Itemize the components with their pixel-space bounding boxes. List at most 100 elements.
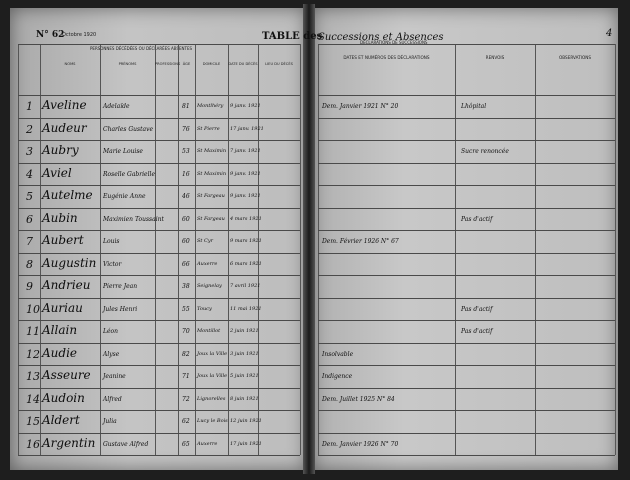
row-number: 4 — [26, 167, 33, 181]
row-number: 11 — [26, 325, 40, 338]
observation: Pas d'actif — [461, 305, 493, 313]
domicile: St Maximin — [197, 148, 227, 154]
declaration: Dem. Janvier 1926 N° 70 — [322, 440, 399, 448]
age: 76 — [182, 125, 190, 133]
row-rule — [318, 387, 615, 389]
domicile: St Fargeau — [197, 193, 225, 199]
register-number: N° 62 — [36, 30, 65, 40]
surname: Allain — [42, 323, 78, 337]
row-rule — [318, 455, 615, 456]
declaration: Indigence — [322, 373, 353, 380]
first-name: Alyse — [103, 350, 120, 358]
left-group-heading: PERSONNES DÉCÉDÉES OU DÉCLARÉES ABSENTES — [90, 46, 193, 51]
surname: Aubry — [42, 143, 79, 157]
age: 55 — [182, 305, 190, 313]
death-date: 3 juin 1921 — [230, 350, 259, 357]
column-heading: DATES ET NUMÉROS DES DÉCLARATIONS — [343, 55, 430, 60]
death-date: 9 mars 1921 — [230, 238, 262, 244]
row-rule — [318, 117, 615, 119]
row-rule — [318, 297, 615, 299]
row-number: 2 — [26, 122, 33, 136]
first-name: Gustave Alfred — [103, 440, 149, 448]
surname: Audoin — [42, 390, 85, 405]
observation: Pas d'actif — [461, 328, 493, 335]
observation: Pas d'actif — [461, 215, 493, 223]
spine — [303, 4, 315, 474]
age: 82 — [182, 350, 190, 358]
row-rule — [18, 275, 300, 276]
age: 46 — [182, 193, 190, 200]
column-heading: DOMICILE — [202, 62, 221, 66]
age: 66 — [182, 260, 190, 268]
death-date: 7 janv. 1921 — [230, 148, 261, 154]
domicile: St Cyr — [197, 238, 214, 244]
row-rule — [18, 387, 300, 389]
first-name: Léon — [103, 328, 119, 335]
column-rule — [40, 44, 41, 455]
death-date: 2 juin 1921 — [230, 328, 259, 334]
row-rule — [318, 230, 615, 231]
row-rule — [18, 117, 300, 119]
age: 72 — [182, 395, 190, 403]
surname: Asseure — [42, 368, 91, 382]
observation: Sucre renoncée — [461, 148, 509, 155]
first-name: Roselle Gabrielle — [103, 170, 155, 178]
surname: Aviel — [42, 165, 72, 180]
column-heading: DATE DU DÉCÈS — [228, 62, 258, 66]
death-date: 8 juin 1921 — [230, 395, 259, 402]
row-rule — [318, 185, 615, 186]
row-rule — [18, 365, 300, 366]
first-name: Adelaïde — [103, 103, 130, 110]
row-rule — [18, 342, 300, 344]
row-rule — [18, 95, 300, 96]
row-rule — [18, 252, 300, 254]
domicile: Joux la Ville — [197, 350, 228, 357]
row-rule — [18, 320, 300, 321]
column-rule — [615, 44, 616, 455]
column-rule — [455, 44, 456, 455]
surname: Aubert — [42, 233, 84, 247]
death-date: 6 mars 1921 — [230, 260, 262, 267]
declaration: Insolvable — [322, 350, 354, 358]
row-number: 7 — [26, 235, 33, 248]
table-title: TABLE des — [262, 31, 323, 42]
column-rule — [100, 44, 101, 455]
first-name: Jules Henri — [103, 305, 138, 313]
column-rule — [258, 44, 259, 455]
row-number: 10 — [26, 302, 40, 316]
row-rule — [18, 432, 300, 434]
row-rule — [18, 140, 300, 141]
table-subtitle: Successions et Absences — [318, 32, 444, 43]
row-number: 9 — [26, 280, 33, 293]
row-rule — [318, 95, 615, 96]
first-name: Victor — [103, 260, 122, 268]
death-date: 5 juin 1921 — [230, 373, 259, 379]
death-date: 17 juin 1921 — [230, 440, 262, 447]
first-name: Alfred — [103, 395, 122, 403]
column-rule — [155, 44, 156, 455]
row-number: 5 — [26, 190, 33, 203]
age: 60 — [182, 215, 190, 223]
domicile: Montlhéry — [197, 103, 224, 109]
declaration: Dem. Février 1926 N° 67 — [322, 238, 399, 245]
death-date: 11 mai 1921 — [230, 305, 262, 312]
domicile: St Maximin — [197, 170, 227, 177]
surname: Aubin — [42, 210, 78, 225]
age: 60 — [182, 238, 190, 245]
right-page — [312, 8, 618, 470]
surname: Andrieu — [42, 278, 91, 292]
row-rule — [18, 185, 300, 186]
row-rule — [318, 207, 615, 209]
row-number: 6 — [26, 212, 33, 226]
domicile: Joux la Ville — [197, 373, 228, 379]
first-name: Louis — [103, 238, 120, 245]
age: 16 — [182, 170, 190, 178]
first-name: Maximien Toussaint — [103, 215, 164, 223]
age: 53 — [182, 148, 190, 155]
first-name: Jeanine — [103, 373, 126, 380]
first-name: Julia — [103, 418, 117, 425]
domicile: Auxerre — [197, 260, 218, 267]
column-rule — [178, 44, 179, 455]
row-rule — [318, 320, 615, 321]
